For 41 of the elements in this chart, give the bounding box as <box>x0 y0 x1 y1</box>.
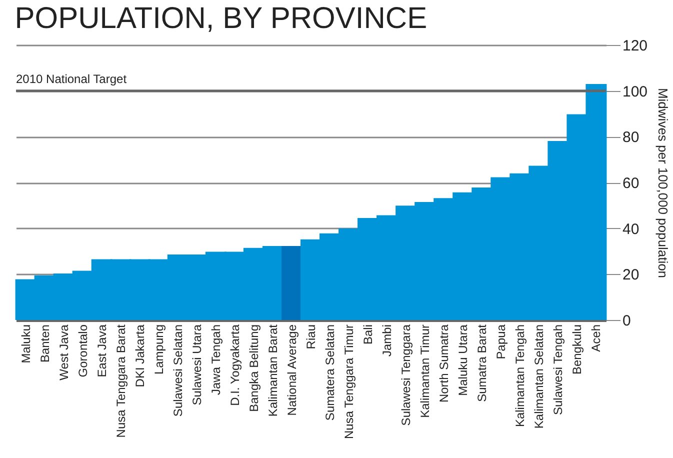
x-tick-label: West Java <box>56 324 71 380</box>
x-tick-label: North Sumatra <box>437 324 452 403</box>
x-tick-label: East Java <box>94 324 109 378</box>
ref-line-label: 2010 National Target <box>16 72 128 86</box>
x-tick-label: Bengkulu <box>570 324 584 375</box>
x-tick-label: Kalimantan Timur <box>418 324 432 418</box>
x-tick-label: Maluku Utara <box>456 324 470 396</box>
x-tick-label: Riau <box>304 324 318 350</box>
x-tick-label: Kalimantan Selatan <box>532 324 546 429</box>
y-tick-label: 80 <box>622 129 640 146</box>
x-tick-label: Kalimantan Tengah <box>513 324 528 428</box>
x-tick-label: Aceh <box>589 324 604 352</box>
y-tick-label: 60 <box>622 175 640 192</box>
x-tick-label: Sulawesi Tengah <box>551 324 566 416</box>
x-tick-label: Nusa Tenggara Barat <box>114 324 128 438</box>
chart-title: POPULATION, BY PROVINCE <box>14 2 428 35</box>
x-tick-label: Lampung <box>152 324 166 375</box>
x-tick-label: Sulawesi Tenggara <box>399 324 414 426</box>
x-tick-label: DKI Jakarta <box>132 324 147 388</box>
x-tick-label: Bangka Belitung <box>246 324 261 412</box>
y-tick-label: 0 <box>622 312 631 330</box>
x-tick-label: Sumatra Barat <box>475 324 490 402</box>
x-tick-label: Sulawesi Selatan <box>170 324 185 417</box>
x-tick-label: Jambi <box>380 324 394 357</box>
x-tick-label: Banten <box>38 324 52 363</box>
x-tick-label: Nusa Tenggara Timur <box>342 324 356 440</box>
y-tick-label: 120 <box>622 38 648 54</box>
x-tick-label: Bali <box>361 324 376 345</box>
x-tick-label: Maluku <box>18 324 33 364</box>
x-tick-label: National Average <box>284 324 299 416</box>
x-tick-label: Sulawesi Utara <box>190 324 204 406</box>
x-tick-label: D.I. Yogyakarta <box>228 324 242 406</box>
x-tick-label: Sumatera Selatan <box>323 324 338 421</box>
x-tick-label: Kalimantan Barat <box>266 324 280 417</box>
x-tick-label: Jawa Tengah <box>208 324 223 395</box>
y-tick-label: 40 <box>622 220 640 238</box>
y-tick-label: 20 <box>622 266 640 284</box>
y-axis-title: Midwives per 100,000 population <box>656 88 671 278</box>
x-tick-label: Gorontalo <box>76 324 90 378</box>
y-tick-label: 100 <box>622 83 648 100</box>
x-tick-label: Papua <box>494 324 508 360</box>
